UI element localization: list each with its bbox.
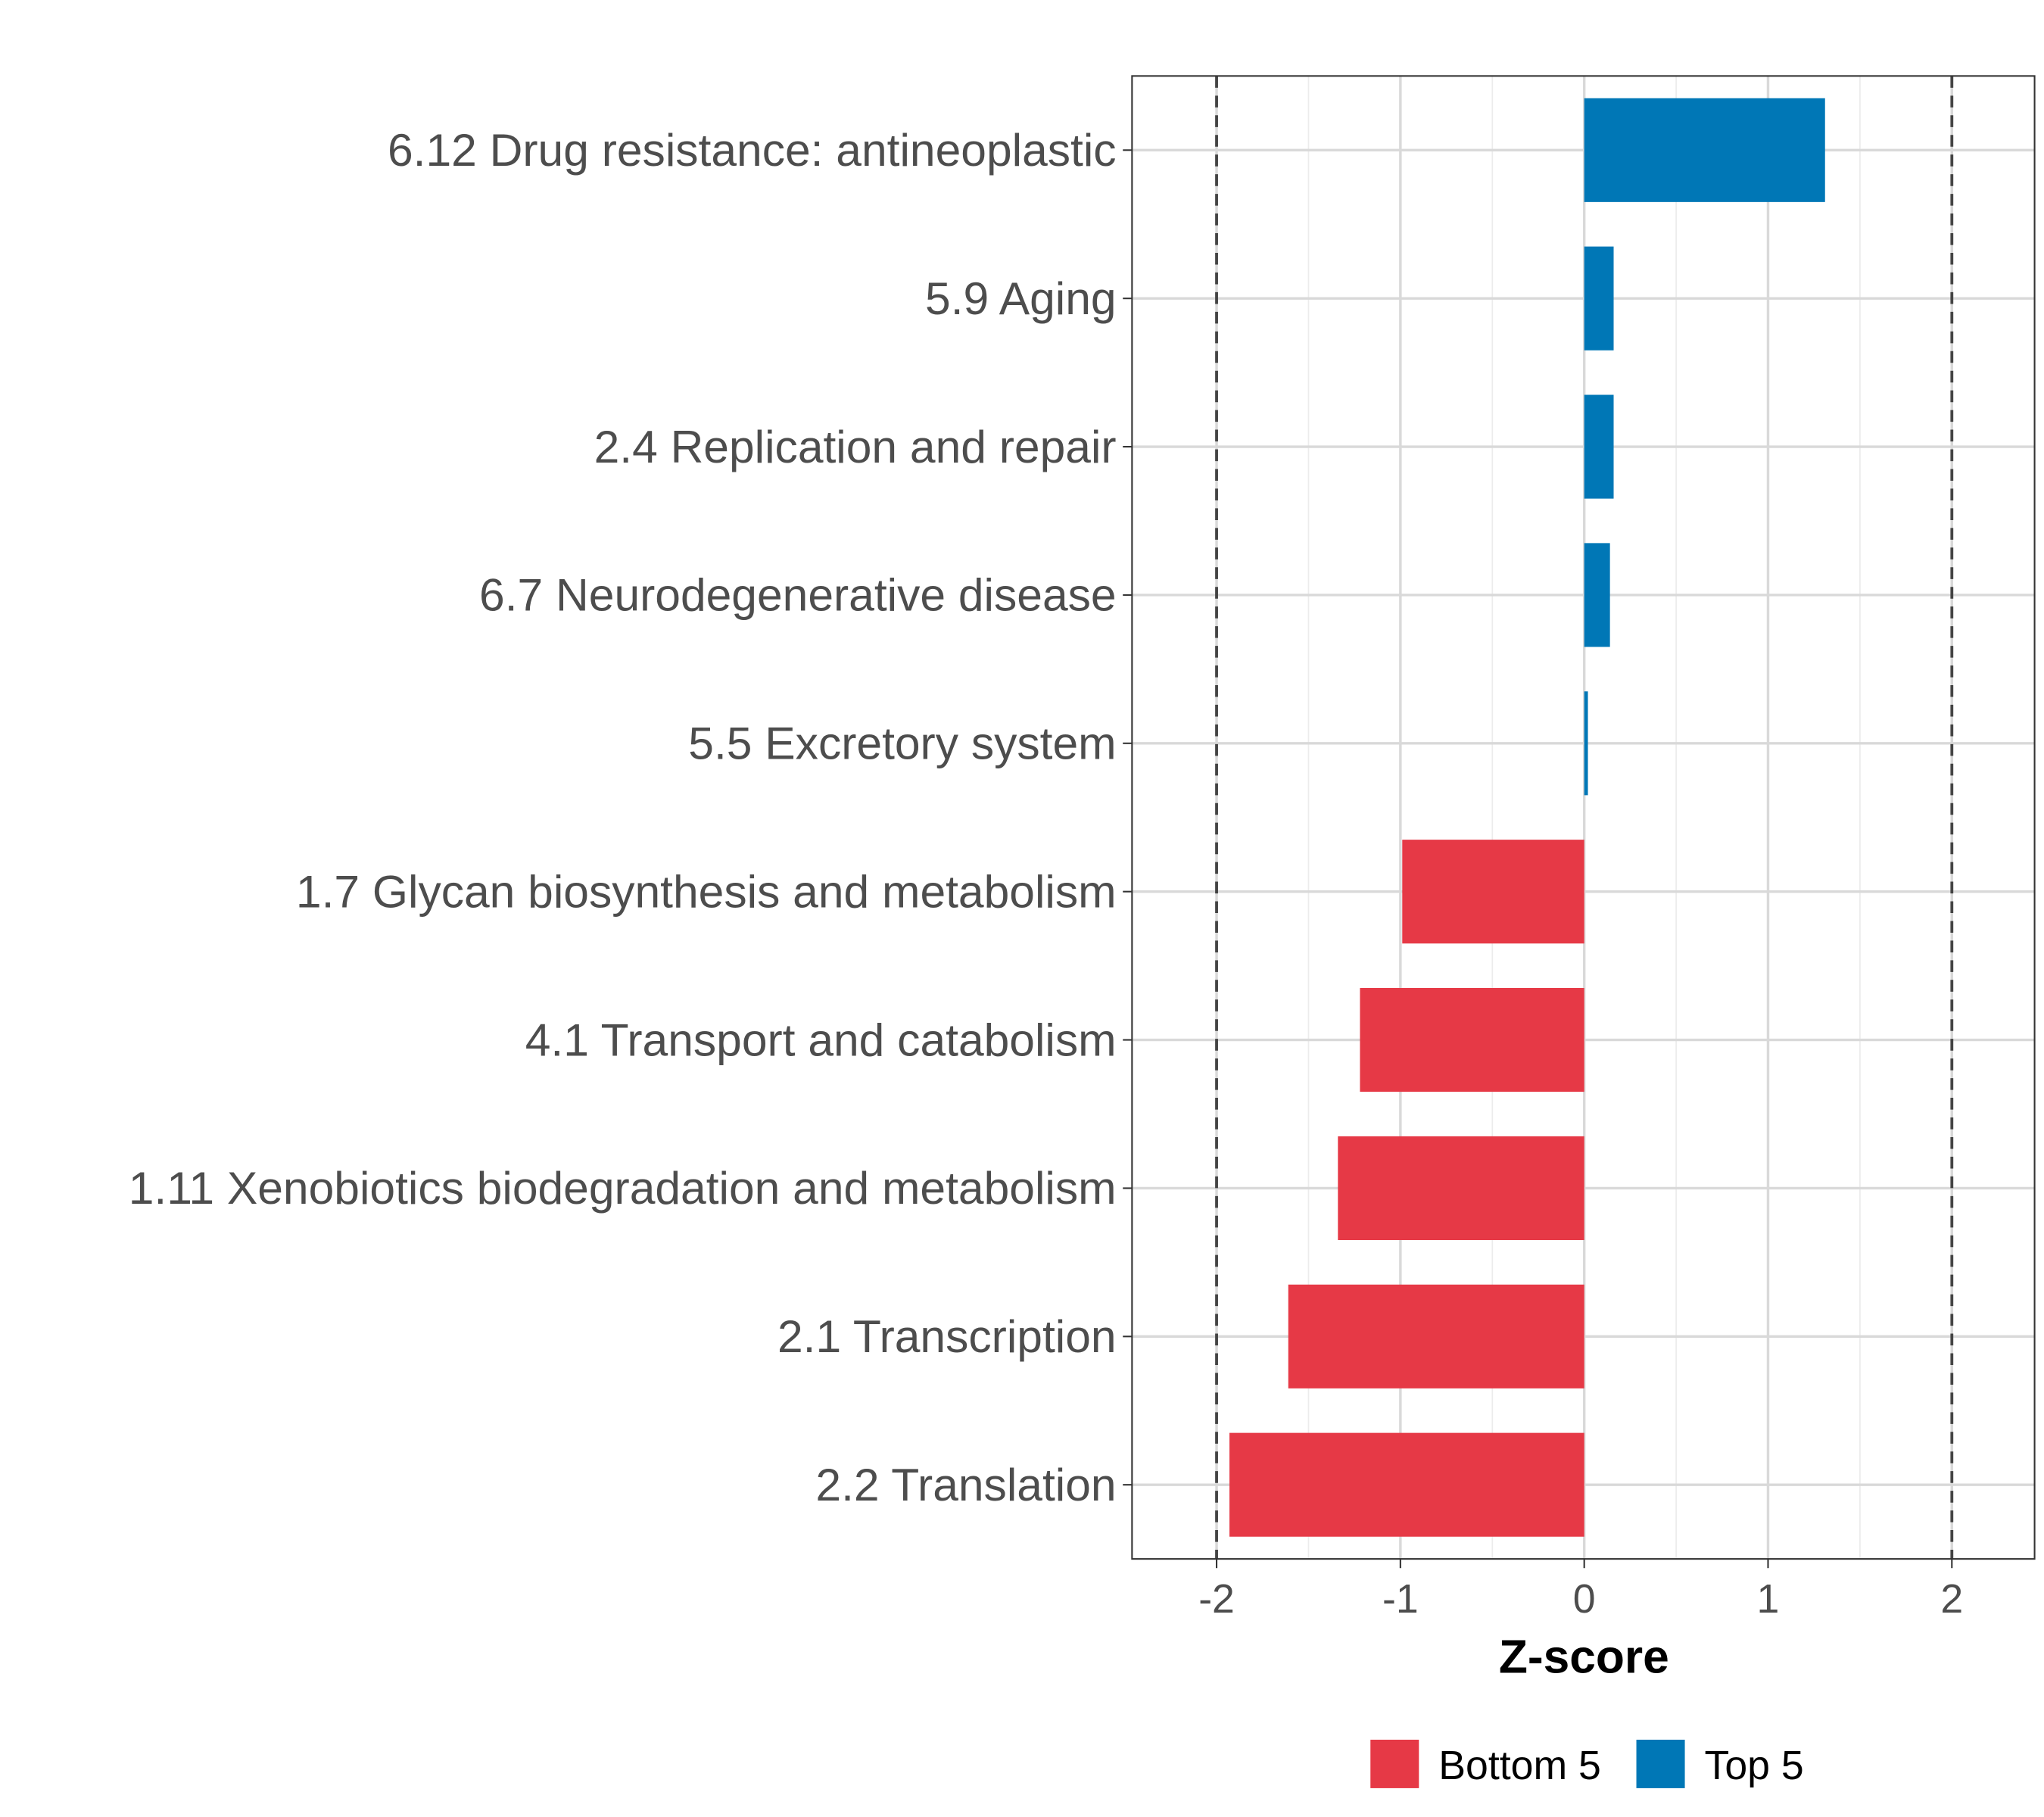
x-tick-label: 0	[1573, 1576, 1596, 1622]
legend-swatch	[1370, 1739, 1419, 1788]
y-tick-label: 5.9 Aging	[925, 273, 1117, 324]
x-tick-label: -1	[1382, 1576, 1419, 1622]
y-tick-label: 6.12 Drug resistance: antineoplastic	[388, 124, 1117, 176]
y-tick-label: 6.7 Neurodegenerative disease	[479, 569, 1117, 621]
bar	[1360, 987, 1584, 1092]
y-tick-label: 1.11 Xenobiotics biodegradation and meta…	[129, 1162, 1117, 1214]
bar	[1584, 394, 1614, 499]
legend-label: Top 5	[1705, 1743, 1804, 1788]
y-axis-labels: 6.12 Drug resistance: antineoplastic 5.9 …	[129, 124, 1133, 1510]
legend-label: Bottom 5	[1438, 1743, 1601, 1788]
y-tick-label: 2.1 Transcription	[777, 1311, 1117, 1362]
bar	[1584, 691, 1588, 796]
x-tick-label: 1	[1757, 1576, 1780, 1622]
bar	[1584, 98, 1825, 202]
x-tick-label: 2	[1940, 1576, 1963, 1622]
reference-lines	[1215, 76, 1954, 1560]
bar	[1338, 1136, 1584, 1240]
y-tick-label: 1.7 Glycan biosynthesis and metabolism	[296, 865, 1117, 917]
y-tick-label: 2.4 Replication and repair	[594, 421, 1117, 472]
bar	[1584, 543, 1610, 647]
bars	[1229, 98, 1825, 1537]
bar	[1229, 1432, 1584, 1537]
y-tick-label: 4.1 Transport and catabolism	[525, 1014, 1117, 1065]
bar	[1402, 840, 1584, 944]
x-tick-label: -2	[1198, 1576, 1235, 1622]
legend-swatch	[1636, 1739, 1685, 1788]
x-axis-title: Z-score	[1499, 1632, 1669, 1684]
legend: Bottom 5 Top 5	[1370, 1739, 1804, 1788]
bar	[1584, 246, 1614, 351]
x-axis-ticks: -2 -1 0 1 2	[1198, 1559, 1963, 1622]
y-tick-label: 5.5 Excretory system	[688, 718, 1116, 769]
bar	[1288, 1284, 1584, 1388]
plot-panel-border	[1131, 75, 2036, 1560]
y-tick-label: 2.2 Translation	[815, 1459, 1116, 1510]
